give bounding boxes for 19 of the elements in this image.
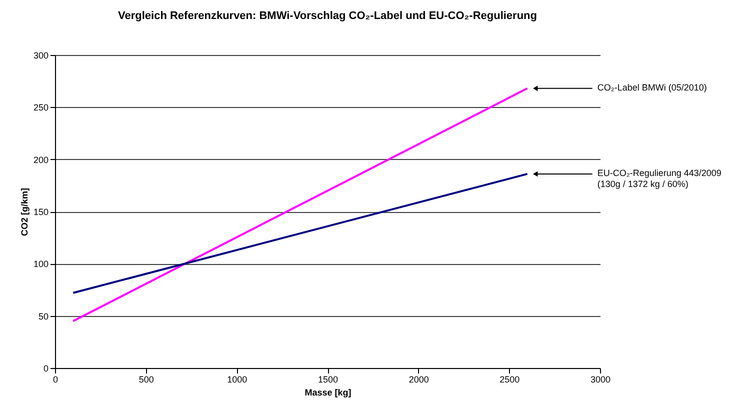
y-tick-label: 100 — [33, 259, 48, 270]
y-axis-title: CO2 [g/km] — [19, 188, 30, 236]
x-tick-label: 0 — [52, 374, 58, 384]
x-tick-label: 2500 — [500, 374, 520, 384]
x-tick-label: 3000 — [590, 374, 611, 384]
y-tick-label: 200 — [33, 154, 48, 165]
x-tick-label: 2000 — [408, 374, 429, 384]
x-tick-label: 1500 — [318, 374, 338, 384]
y-tick-label: 250 — [33, 102, 48, 113]
x-tick-label: 500 — [138, 374, 154, 384]
annotation: EU-CO₂-Regulierung 443/2009 (130g / 1372 kg / 60%) — [597, 168, 722, 189]
y-tick-label: 50 — [38, 311, 48, 322]
x-tick-label: 1000 — [227, 374, 248, 384]
chart-title: Vergleich Referenzkurven: BMWi-Vorschlag CO₂-Label und EU-CO₂-Regulierung — [118, 10, 537, 22]
y-tick-label: 0 — [43, 364, 48, 374]
annotation: CO₂-Label BMWi (05/2010) — [597, 82, 707, 92]
y-tick-label: 300 — [33, 50, 48, 60]
y-tick-label: 150 — [33, 207, 48, 217]
x-axis-title: Masse [kg] — [304, 388, 352, 398]
